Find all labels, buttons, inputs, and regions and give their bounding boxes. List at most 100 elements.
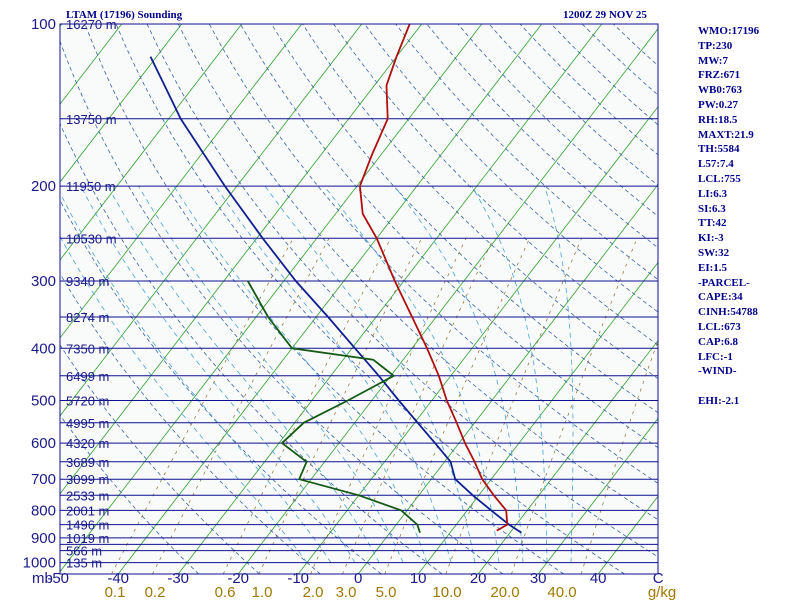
height-label: 8274 m <box>66 310 109 325</box>
stat-line: CAPE:34 <box>698 291 743 304</box>
height-label: 7350 m <box>66 341 109 356</box>
stat-line: CINH:54788 <box>698 306 758 319</box>
dry-adiabat-line <box>84 24 564 574</box>
isotherm-line <box>117 24 543 574</box>
stat-line: LCL:673 <box>698 320 741 333</box>
stat-line: PW:0.27 <box>698 98 739 111</box>
isotherm-line <box>0 24 2 574</box>
temperature-tick-label: -10 <box>287 570 309 587</box>
pressure-tick-label: 900 <box>31 530 56 547</box>
dry-adiabat-line <box>177 24 658 521</box>
mixing-ratio-line <box>580 339 658 574</box>
plot-area-background <box>60 24 658 574</box>
height-label: 4995 m <box>66 416 109 431</box>
stat-line: MW:7 <box>698 54 728 67</box>
temperature-tick-label: 30 <box>530 570 547 587</box>
height-label: 135 m <box>66 556 102 571</box>
height-label: 1019 m <box>66 531 109 546</box>
height-label: 9340 m <box>66 274 109 289</box>
temperature-tick-label: 10 <box>410 570 427 587</box>
isotherm-line <box>60 24 483 573</box>
isotherm-line <box>537 417 658 574</box>
isotherm-line <box>297 106 658 574</box>
mixing-ratio-label: 0.1 <box>105 584 126 600</box>
stat-line: EI:1.5 <box>698 261 728 274</box>
dewpoint-trace <box>247 280 421 533</box>
height-label: 6499 m <box>66 369 109 384</box>
dry-adiabat-line <box>426 24 658 249</box>
moist-adiabat-line <box>173 185 428 563</box>
temperature-tick-label: 0 <box>354 570 362 587</box>
stat-line: WMO:17196 <box>698 25 760 37</box>
mixing-units-label: g/kg <box>648 584 676 600</box>
stat-line: KI:-3 <box>698 232 724 245</box>
units-label: mb <box>32 570 53 587</box>
pressure-tick-label: 400 <box>31 340 56 357</box>
isotherm-line <box>60 24 303 339</box>
mixing-ratio-label: 40.0 <box>547 584 576 600</box>
stat-line: RH:18.5 <box>698 113 738 126</box>
isotherm-line <box>177 24 603 574</box>
pressure-tick-label: 500 <box>31 393 56 410</box>
temperature-tick-label: -50 <box>47 570 69 587</box>
pressure-tick-label: 600 <box>31 435 56 452</box>
chart-traces <box>149 24 522 534</box>
height-label: 11950 m <box>66 179 116 194</box>
stat-line: -WIND- <box>698 365 737 378</box>
stat-line: -PARCEL- <box>698 276 750 289</box>
chart-grid <box>0 24 658 574</box>
observation-time: 1200Z 29 NOV 25 <box>563 9 647 21</box>
mixing-ratio-label: 3.0 <box>336 584 357 600</box>
stat-line: TP:230 <box>698 39 733 52</box>
temperature-trace <box>358 24 509 532</box>
height-label: 566 m <box>66 544 102 559</box>
height-label: 16270 m <box>66 17 117 32</box>
temperature-tick-label: -30 <box>167 570 189 587</box>
stat-line: SI:6.3 <box>698 202 726 215</box>
height-label: 3099 m <box>66 472 109 487</box>
height-label: 2533 m <box>66 488 109 503</box>
mixing-ratio-label: 10.0 <box>432 584 461 600</box>
height-label: 2001 m <box>66 503 109 518</box>
dry-adiabat-line <box>302 24 658 380</box>
stat-line: CAP:6.8 <box>698 335 739 348</box>
stat-line: LFC:-1 <box>698 350 733 363</box>
stat-line: MAXT:21.9 <box>698 128 754 141</box>
mixing-ratio-label: 0.2 <box>145 584 166 600</box>
dry-adiabat-line <box>146 24 658 558</box>
stat-line: SW:32 <box>698 246 730 259</box>
pressure-tick-label: 300 <box>31 273 56 290</box>
dry-adiabat-line <box>60 199 382 574</box>
stat-line <box>698 379 759 394</box>
stat-line: LI:6.3 <box>698 187 728 200</box>
stat-line: FRZ:671 <box>698 69 741 82</box>
station-title: LTAM (17196) Sounding <box>66 9 183 21</box>
pressure-tick-label: 200 <box>31 178 56 195</box>
height-label: 4320 m <box>66 436 109 451</box>
mixing-ratio-label: 1.0 <box>252 584 273 600</box>
stat-line: WB0:763 <box>698 84 742 97</box>
parcel-trace <box>149 56 522 534</box>
stat-line: EHI:-2.1 <box>698 394 740 407</box>
height-label: 1496 m <box>66 518 109 533</box>
temperature-tick-label: 20 <box>470 570 487 587</box>
dry-adiabat-line <box>208 24 658 484</box>
isotherm-line <box>417 261 658 574</box>
pressure-tick-label: 700 <box>31 471 56 488</box>
mixing-ratio-line <box>511 238 638 574</box>
height-label: 3689 m <box>66 455 109 470</box>
dry-adiabat-line <box>115 24 625 574</box>
temperature-tick-label: -20 <box>227 570 249 587</box>
temperature-tick-label: C <box>653 570 664 587</box>
dry-adiabat-line <box>60 122 443 574</box>
height-label: 5720 m <box>66 394 109 409</box>
dry-adiabat-line <box>364 24 658 313</box>
temperature-tick-label: 40 <box>590 570 607 587</box>
stats-panel: WMO:17196 TP:230 MW:7 FRZ:671 WB0:763 PW:0.27… <box>698 24 759 409</box>
isotherm-line <box>60 24 183 183</box>
moist-adiabat-line <box>80 185 356 563</box>
mixing-ratio-label: 5.0 <box>376 584 397 600</box>
stat-line: TT:42 <box>698 217 727 230</box>
